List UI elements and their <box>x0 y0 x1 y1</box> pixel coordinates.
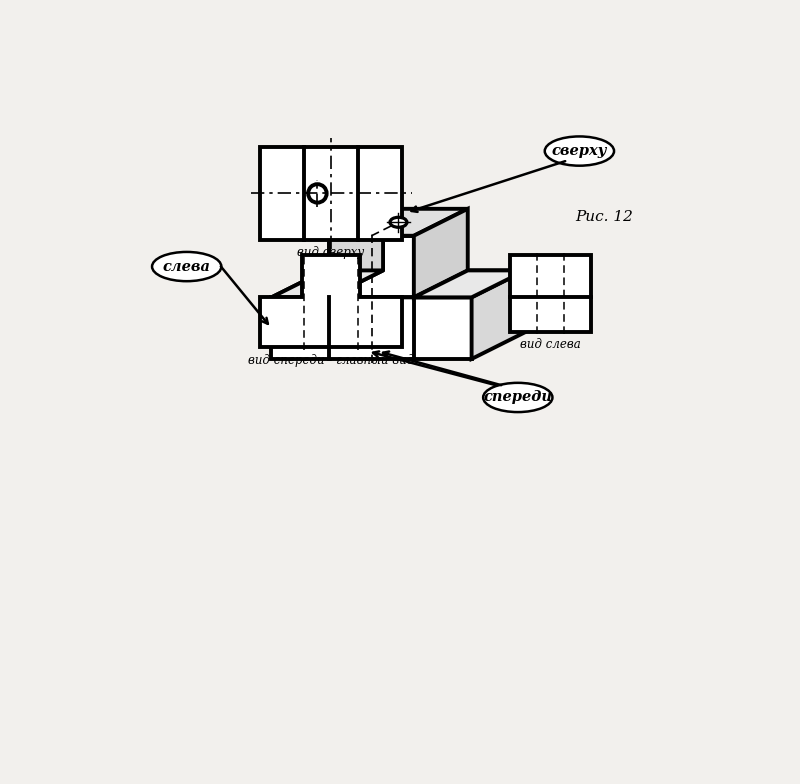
Polygon shape <box>271 270 383 297</box>
Text: вид слева: вид слева <box>520 338 581 351</box>
Polygon shape <box>329 209 468 236</box>
Text: вид спереди - главный вид: вид спереди - главный вид <box>248 354 414 367</box>
Text: сверху: сверху <box>552 144 607 158</box>
Polygon shape <box>414 270 526 297</box>
Polygon shape <box>271 297 472 359</box>
Ellipse shape <box>390 217 407 227</box>
Ellipse shape <box>545 136 614 165</box>
Polygon shape <box>472 270 526 359</box>
Text: спереди: спереди <box>483 390 552 405</box>
Bar <box>260 147 402 240</box>
Text: слева: слева <box>162 260 210 274</box>
Polygon shape <box>329 209 383 297</box>
Text: вид сверху: вид сверху <box>298 245 365 259</box>
Polygon shape <box>260 255 402 347</box>
Circle shape <box>308 184 326 202</box>
Polygon shape <box>414 209 468 297</box>
Ellipse shape <box>152 252 222 281</box>
Bar <box>510 255 591 332</box>
Ellipse shape <box>483 383 553 412</box>
Text: Рис. 12: Рис. 12 <box>575 209 634 223</box>
Polygon shape <box>329 236 414 297</box>
Polygon shape <box>271 270 526 297</box>
